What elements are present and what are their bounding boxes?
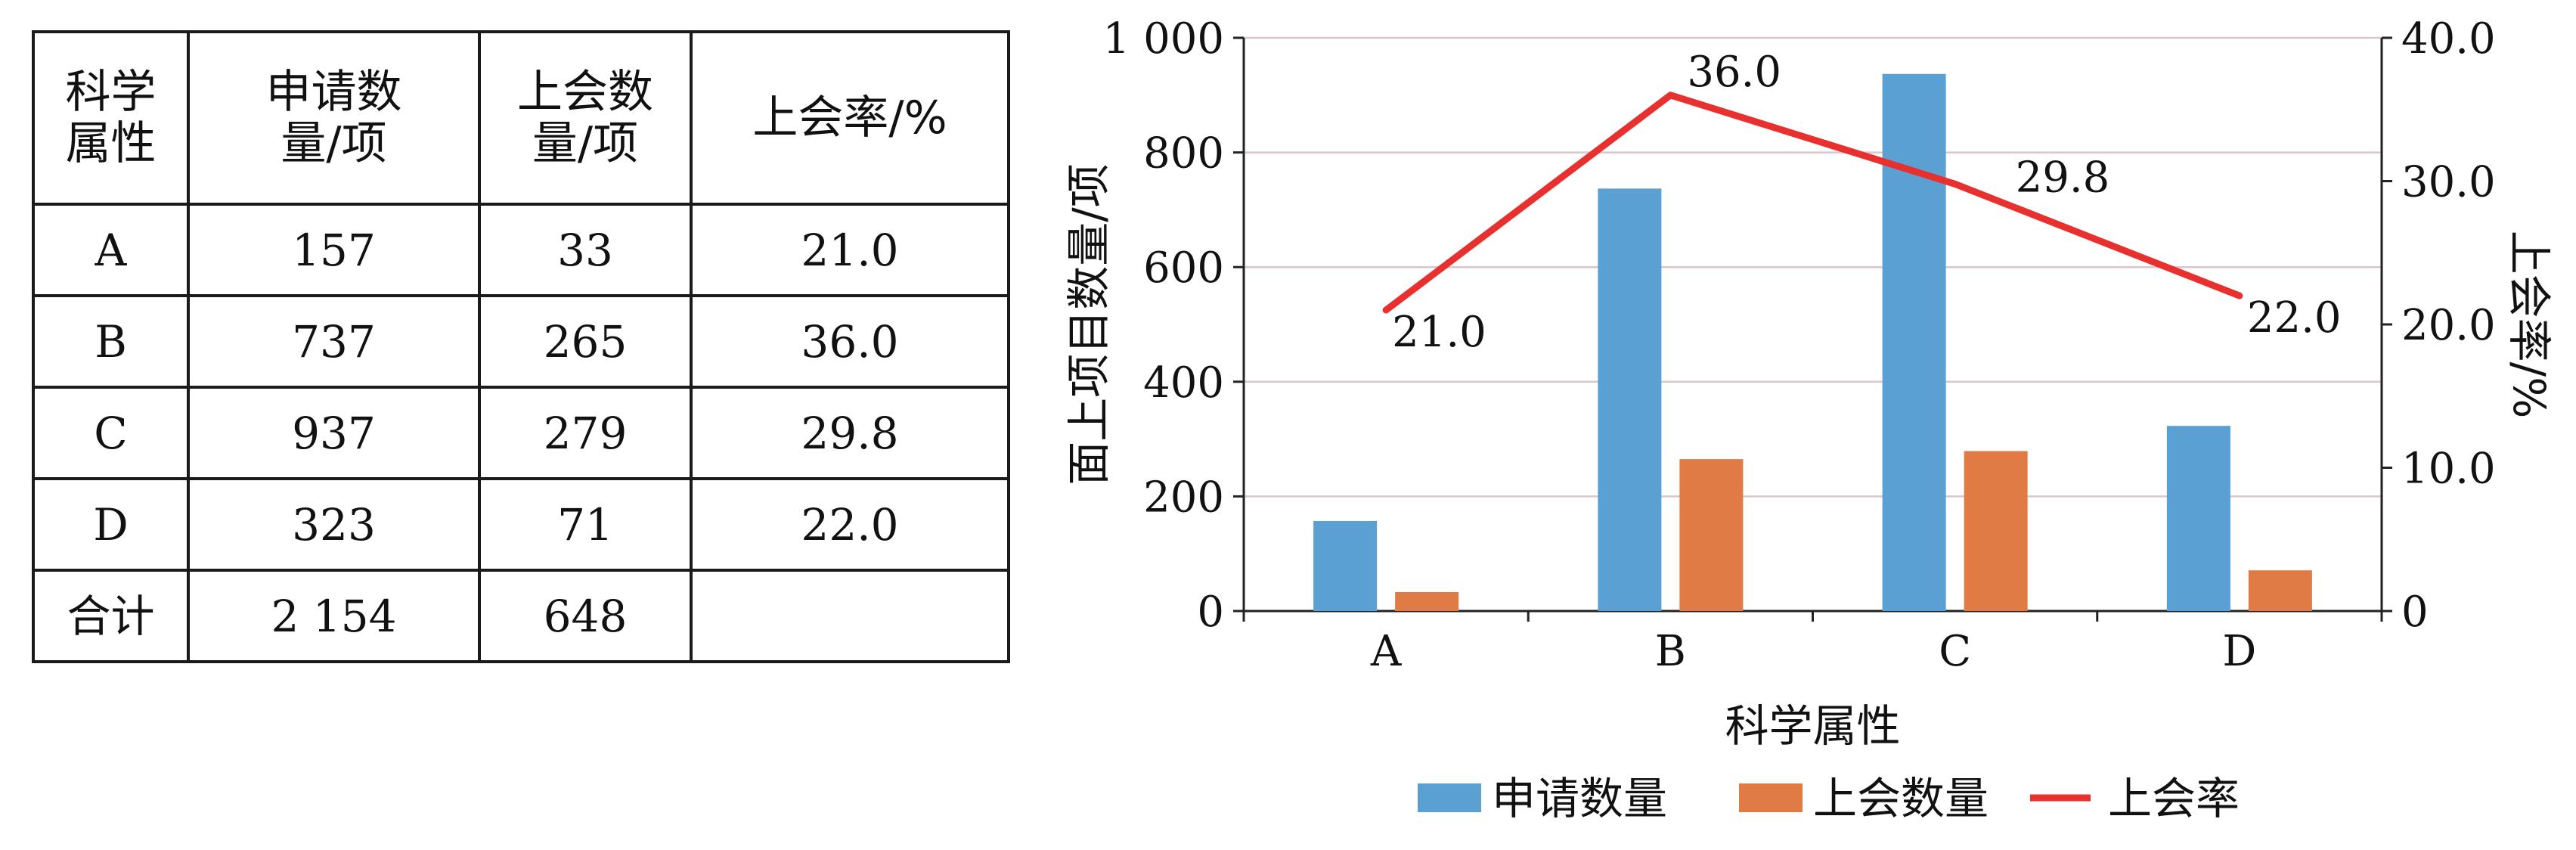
bar-0-C xyxy=(1882,73,1946,611)
y-tick-label: 0 xyxy=(1197,588,1224,637)
table-cell: 737 xyxy=(187,294,481,389)
table-cell: A xyxy=(32,203,190,297)
x-tick-label: A xyxy=(1370,627,1402,676)
combo-chart: 0 200 400 600 800 1 000 0 10.0 20.0 30.0 40.0 A B C D 2… xyxy=(1063,14,2555,824)
bar-0-A xyxy=(1313,520,1378,611)
line-point-C xyxy=(1954,183,1956,185)
table-cell: 265 xyxy=(478,294,693,389)
y-right-tick-label: 10.0 xyxy=(2401,445,2496,494)
table-cell: 21.0 xyxy=(690,203,1010,297)
y-axis-title: 面上项目数量/项 xyxy=(1063,163,1114,485)
data-label: 29.8 xyxy=(2016,153,2110,202)
table-cell: 157 xyxy=(187,203,481,297)
y-right-tick-label: 30.0 xyxy=(2401,158,2496,207)
y-right-axis-title: 上会率/% xyxy=(2503,231,2555,419)
header-line: 申请数 xyxy=(265,66,402,119)
bar-0-B xyxy=(1598,188,1662,611)
x-axis-title: 科学属性 xyxy=(1725,700,1900,752)
table-row: A 157 33 21.0 xyxy=(32,203,1010,297)
header-cell: 申请数 量/项 xyxy=(187,30,481,206)
table-cell: D xyxy=(32,477,190,572)
bar-1-B xyxy=(1679,459,1744,611)
table-cell: 22.0 xyxy=(690,477,1010,572)
header-line: 量/项 xyxy=(532,117,639,170)
line-point-B xyxy=(1669,94,1672,96)
table-cell: C xyxy=(32,386,190,480)
table-cell: 323 xyxy=(187,477,481,572)
line-point-A xyxy=(1385,309,1387,312)
y-tick-label: 800 xyxy=(1143,129,1224,178)
bar-1-D xyxy=(2248,570,2312,611)
y-right-tick-label: 40.0 xyxy=(2401,14,2496,64)
data-label: 36.0 xyxy=(1687,48,1781,97)
table-cell: 合计 xyxy=(32,569,190,663)
legend-label: 上会率 xyxy=(2108,773,2240,824)
table-row: 合计 2 154 648 xyxy=(32,569,1010,663)
table-cell: 36.0 xyxy=(690,294,1010,389)
y-right-tick-label: 0 xyxy=(2401,588,2429,637)
y-tick-label: 400 xyxy=(1143,358,1224,408)
header-line: 科学 xyxy=(65,66,157,119)
header-cell: 上会率/% xyxy=(690,30,1010,206)
y-tick-label: 600 xyxy=(1143,244,1224,293)
table-cell xyxy=(690,569,1010,663)
table-header-row: 科学 属性 申请数 量/项 上会数 量/项 上会率/% xyxy=(32,30,1010,206)
header-cell: 上会数 量/项 xyxy=(478,30,693,206)
table-row: C 937 279 29.8 xyxy=(32,386,1010,480)
bar-0-D xyxy=(2166,426,2230,611)
data-label: 22.0 xyxy=(2247,293,2342,343)
legend-label: 申请数量 xyxy=(1492,773,1667,824)
table-row: B 737 265 36.0 xyxy=(32,294,1010,389)
bar-1-C xyxy=(1964,451,2028,611)
x-tick-label: C xyxy=(1939,627,1971,676)
bar-1-A xyxy=(1395,591,1459,611)
table-cell: 937 xyxy=(187,386,481,480)
x-tick-label: D xyxy=(2222,627,2256,676)
x-tick-label: B xyxy=(1655,627,1686,676)
table-cell: 648 xyxy=(478,569,693,663)
legend-swatch-1 xyxy=(1739,783,1803,812)
header-line: 上会率/% xyxy=(752,92,947,144)
data-label: 21.0 xyxy=(1392,308,1486,357)
data-table: 科学 属性 申请数 量/项 上会数 量/项 上会率/% A 157 33 21.… xyxy=(32,30,1010,663)
y-right-tick-label: 20.0 xyxy=(2401,301,2496,350)
header-cell: 科学 属性 xyxy=(32,30,190,206)
header-line: 上会数 xyxy=(517,66,653,119)
header-line: 属性 xyxy=(65,117,157,170)
table-cell: 29.8 xyxy=(690,386,1010,480)
table-row: D 323 71 22.0 xyxy=(32,477,1010,572)
table-cell: B xyxy=(32,294,190,389)
table-cell: 71 xyxy=(478,477,693,572)
line-series-2 xyxy=(1382,92,2243,314)
legend-swatch-0 xyxy=(1418,783,1481,812)
y-tick-label: 1 000 xyxy=(1103,14,1224,64)
header-line: 量/项 xyxy=(281,117,387,170)
table-cell: 33 xyxy=(478,203,693,297)
line-point-D xyxy=(2238,295,2240,297)
legend-label: 上会数量 xyxy=(1813,773,1989,824)
table-cell: 2 154 xyxy=(187,569,481,663)
y-tick-label: 200 xyxy=(1143,473,1224,522)
table-cell: 279 xyxy=(478,386,693,480)
